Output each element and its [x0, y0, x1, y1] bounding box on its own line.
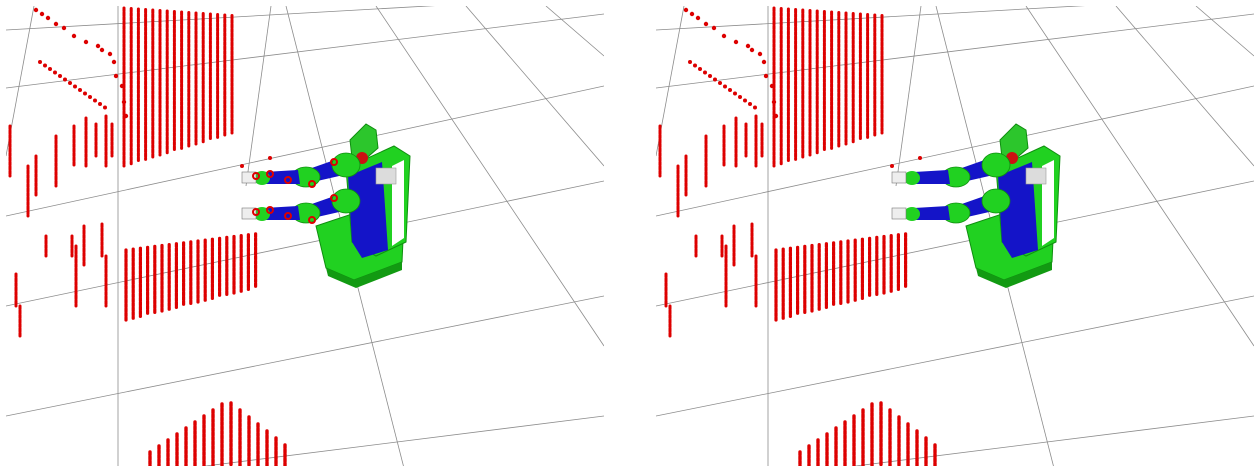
laser-scan-point: [73, 85, 77, 89]
laser-scan-point: [100, 48, 104, 52]
laser-scan-point: [748, 102, 752, 106]
laser-scan-point: [98, 102, 102, 106]
grid-line: [546, 6, 604, 56]
laser-scan-point: [734, 40, 738, 44]
laser-scan-point: [743, 99, 747, 103]
robot-model: [892, 124, 1060, 288]
robot-sensor-box: [1026, 168, 1046, 184]
grid-line: [376, 6, 604, 346]
laser-scan-point: [54, 22, 58, 26]
laser-scan-point: [88, 95, 92, 99]
laser-scan-point: [124, 114, 128, 118]
laser-scan-point: [890, 164, 894, 168]
arm-shoulder: [982, 189, 1010, 213]
laser-scan-point: [114, 74, 118, 78]
laser-scan-point: [103, 106, 107, 110]
laser-scan-point: [83, 92, 87, 96]
laser-scan-point: [122, 100, 126, 104]
laser-scan-point: [53, 71, 57, 75]
grid-line: [656, 6, 1254, 30]
arm-wrist: [904, 207, 920, 221]
robot-left-arm: [892, 153, 1010, 187]
laser-scan-point: [762, 60, 766, 64]
robot-sensor-box: [376, 168, 396, 184]
laser-scan-point: [708, 74, 712, 78]
laser-scan-point: [84, 40, 88, 44]
laser-scan-point: [712, 26, 716, 30]
grid-lines: [6, 6, 604, 466]
laser-scan-point: [78, 88, 82, 92]
arm-wrist: [904, 171, 920, 185]
scene-svg-left: [6, 6, 604, 466]
laser-scan-point: [772, 100, 776, 104]
laser-scan-point: [38, 60, 42, 64]
3d-viewport-right[interactable]: [656, 6, 1254, 466]
grid-line: [656, 296, 1254, 416]
laser-scan-points: [660, 8, 935, 466]
grid-line: [6, 181, 604, 306]
arm-gripper: [892, 172, 906, 183]
laser-scan-point: [718, 81, 722, 85]
laser-scan-point: [733, 92, 737, 96]
grid-line: [776, 416, 1254, 466]
panel-divider: [604, 0, 656, 468]
laser-scan-point: [62, 26, 66, 30]
laser-scan-point: [704, 22, 708, 26]
laser-scan-point: [240, 164, 244, 168]
grid-line: [466, 6, 604, 166]
grid-line: [1196, 6, 1254, 56]
laser-scan-point: [770, 84, 774, 88]
laser-scan-point: [774, 114, 778, 118]
grid-line: [1026, 6, 1254, 346]
laser-scan-point: [713, 78, 717, 82]
robot-left-arm: [242, 153, 360, 187]
grid-line: [656, 181, 1254, 306]
laser-scan-point: [698, 67, 702, 71]
laser-scan-point: [40, 12, 44, 16]
laser-scan-point: [690, 12, 694, 16]
laser-scan-point: [758, 52, 762, 56]
laser-scan-point: [703, 71, 707, 75]
laser-scan-point: [722, 34, 726, 38]
laser-scan-point: [93, 99, 97, 103]
laser-scan-point: [723, 85, 727, 89]
arm-shoulder: [982, 153, 1010, 177]
robot-model: [242, 124, 410, 288]
laser-scan-point: [750, 48, 754, 52]
laser-scan-point: [688, 60, 692, 64]
laser-scan-point: [918, 156, 922, 160]
laser-scan-point: [738, 95, 742, 99]
grid-line: [6, 296, 604, 416]
laser-scan-point: [693, 64, 697, 68]
laser-scan-points: [10, 8, 285, 466]
laser-scan-point: [764, 74, 768, 78]
laser-scan-point: [684, 8, 688, 12]
laser-scan-point: [96, 44, 100, 48]
grid-line: [6, 6, 604, 30]
grid-line: [126, 416, 604, 466]
laser-scan-point: [34, 8, 38, 12]
laser-scan-point: [43, 64, 47, 68]
laser-scan-point: [753, 106, 757, 110]
scene-svg-right: [656, 6, 1254, 466]
arm-gripper: [892, 208, 906, 219]
laser-scan-point: [63, 78, 67, 82]
laser-scan-point: [72, 34, 76, 38]
laser-scan-point: [728, 88, 732, 92]
laser-scan-point: [68, 81, 72, 85]
laser-scan-point: [696, 16, 700, 20]
laser-scan-point: [46, 16, 50, 20]
laser-scan-point: [48, 67, 52, 71]
laser-scan-point: [108, 52, 112, 56]
laser-scan-point: [746, 44, 750, 48]
grid-lines: [656, 6, 1254, 466]
laser-scan-point: [58, 74, 62, 78]
laser-scan-point: [120, 84, 124, 88]
grid-line: [1116, 6, 1254, 166]
3d-viewport-left[interactable]: [6, 6, 604, 466]
laser-scan-point: [268, 156, 272, 160]
laser-scan-point: [112, 60, 116, 64]
